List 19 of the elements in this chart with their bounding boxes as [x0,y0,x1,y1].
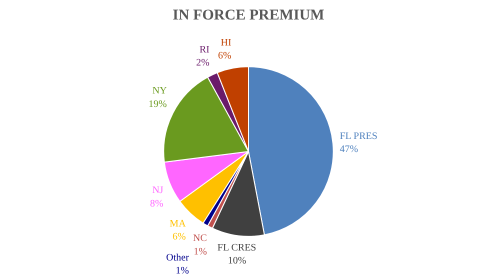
slice-label: NY [152,86,167,97]
data-label: 6% [218,50,232,62]
data-label: 2% [196,58,210,69]
slice-label: RI [199,44,210,56]
data-label: 19% [148,98,167,110]
data-label: 10% [228,256,246,267]
slice-label: FL PRES [340,130,378,142]
slice-label: Other [166,252,190,264]
slice-label: NC [193,233,208,244]
data-label: 1% [194,246,207,258]
slice-label: FL CRES [217,242,256,254]
data-label: 47% [340,144,358,155]
slice-label: NJ [152,185,164,196]
data-label: 6% [172,231,186,242]
slice-label: HI [220,37,232,48]
data-label: 8% [150,198,164,210]
chart-title: IN FORCE PREMIUM [172,8,324,24]
slice-label: MA [170,218,187,230]
data-label: 1% [176,265,189,276]
